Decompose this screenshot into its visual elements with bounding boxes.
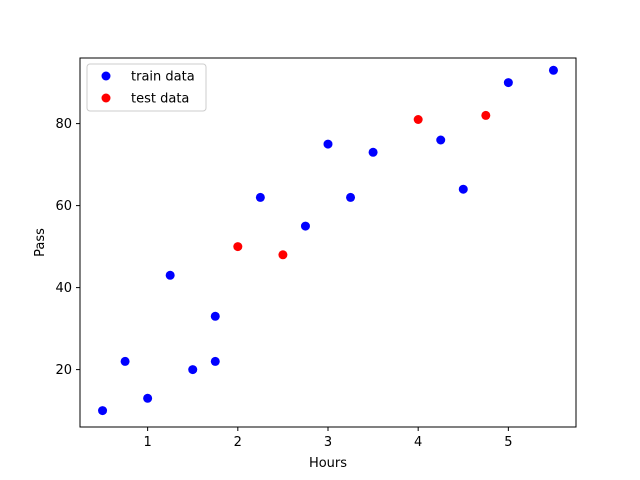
x-tick-label: 4 (414, 435, 422, 450)
test-data-point (413, 115, 423, 124)
data-points (98, 65, 558, 416)
train-data-point (503, 78, 513, 88)
train-data-point (300, 221, 310, 231)
y-tick-label: 80 (55, 117, 72, 132)
test-data-point (481, 110, 491, 120)
legend-label: test data (131, 92, 189, 107)
y-axis-label: Pass (33, 228, 48, 257)
x-tick-label: 1 (143, 435, 151, 450)
test-data-point (278, 250, 288, 260)
test-data-point (233, 242, 243, 252)
legend-label: train data (131, 70, 195, 85)
x-tick-label: 5 (504, 435, 512, 450)
train-data-point (210, 356, 220, 366)
axes: 1 2 3 4 5 20 40 60 80 (55, 57, 577, 450)
x-tick-label: 2 (234, 435, 242, 450)
legend-marker (101, 71, 111, 81)
train-data-point (548, 65, 558, 75)
y-tick-label: 40 (55, 281, 72, 296)
train-data-point (255, 192, 265, 202)
train-data-point (368, 147, 378, 157)
y-tick-label: 60 (55, 199, 72, 214)
legend-marker (101, 93, 111, 103)
train-data-point (188, 365, 198, 375)
y-tick-label: 20 (55, 363, 72, 378)
train-data-point (323, 139, 333, 149)
x-axis-label: Hours (309, 456, 347, 471)
train-data-point (458, 184, 468, 194)
train-data-point (143, 393, 153, 403)
legend: train data test data (86, 63, 207, 112)
train-data-point (165, 270, 175, 280)
train-data-point (346, 192, 356, 202)
train-data-point (210, 311, 220, 321)
x-tick-label: 3 (324, 435, 332, 450)
legend-box (86, 63, 207, 112)
train-data-point (120, 356, 130, 366)
train-data-point (98, 406, 108, 416)
train-data-point (436, 135, 446, 145)
